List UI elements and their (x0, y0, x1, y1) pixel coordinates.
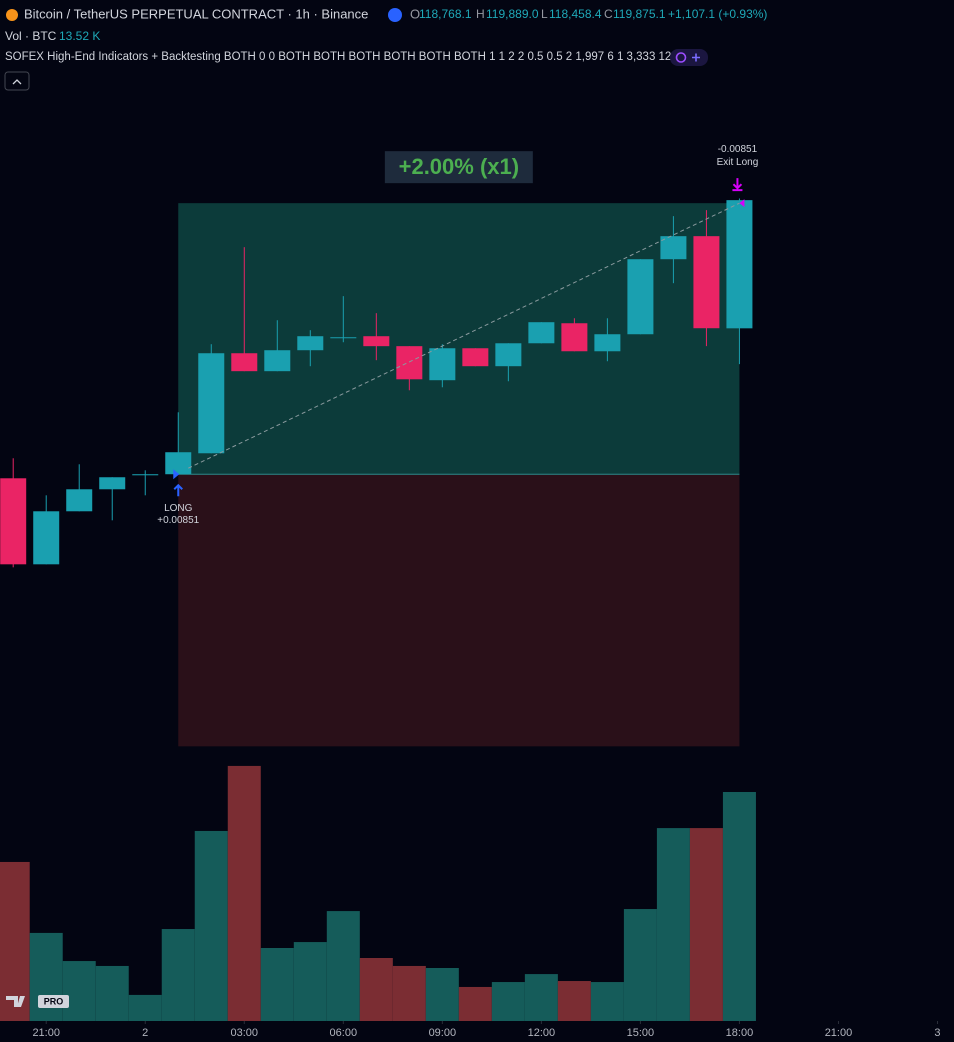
volume-bar (656, 828, 690, 1021)
candle-body (132, 474, 159, 476)
collapse-icon (12, 79, 22, 85)
tv-logo (6, 996, 25, 1007)
ohlc-key: O (410, 6, 420, 21)
refresh-icon[interactable] (675, 52, 687, 63)
volume-value: 13.52 K (59, 29, 100, 43)
x-tick-label: 09:00 (429, 1027, 457, 1039)
ohlc-value: 119,875.1 (613, 7, 666, 21)
x-tick-label: 3 (934, 1027, 940, 1039)
volume-layer (0, 765, 756, 1021)
volume-bar (623, 909, 657, 1021)
candle-body (561, 323, 588, 352)
trade-path (188, 202, 740, 469)
candle-body (165, 452, 192, 475)
candle-body (198, 353, 225, 454)
volume-bar (359, 957, 393, 1021)
volume-bar (326, 911, 360, 1021)
exit-qty: -0.00851 (718, 144, 758, 155)
candle-body (264, 350, 291, 372)
candle-body (429, 348, 456, 381)
volume-bar (161, 929, 195, 1021)
volume-bar (227, 765, 261, 1021)
candle-layer (0, 198, 753, 568)
candle-body (528, 322, 555, 344)
entry-arrow (173, 483, 183, 497)
x-tick-label: 03:00 (231, 1027, 259, 1039)
candle-body (297, 336, 324, 351)
ohlc-key: H (476, 7, 485, 21)
candle-body (495, 343, 522, 367)
volume-bar (425, 967, 459, 1021)
exit-arrow (732, 178, 743, 192)
ohlc-value: 118,458.4 (549, 7, 602, 21)
trade-layer (178, 203, 740, 747)
volume-label: Vol · BTC (5, 29, 57, 43)
ohlc-key: C (604, 7, 613, 21)
volume-bar (95, 965, 129, 1021)
result-box (384, 151, 533, 184)
candle-body (594, 334, 621, 352)
volume-bar (491, 982, 525, 1021)
loss-zone (178, 474, 740, 747)
x-tick-label: 21:00 (825, 1027, 853, 1039)
x-tick-label: 15:00 (627, 1027, 655, 1039)
x-tick-label: 18:00 (726, 1027, 754, 1039)
ohlc-value: 118,768.1 (419, 7, 472, 21)
candle-body (660, 236, 687, 260)
candle-body (231, 353, 258, 372)
candle-body (396, 346, 423, 380)
volume-bar (260, 947, 294, 1021)
collapse-button[interactable] (4, 71, 30, 91)
volume-bar (0, 861, 30, 1021)
entry-label: LONG (164, 503, 193, 514)
indicator-label[interactable]: SOFEX High-End Indicators + Backtesting … (5, 51, 687, 63)
candle-body (330, 337, 357, 339)
volume-bar (722, 792, 756, 1021)
ohlc-key: L (541, 7, 548, 21)
replay-icon[interactable] (388, 8, 402, 22)
x-tick-label: 21:00 (32, 1027, 60, 1039)
volume-bar (392, 965, 426, 1021)
entry-qty: +0.00851 (157, 515, 199, 526)
x-tick-label: 2 (142, 1027, 148, 1039)
volume-bar (458, 986, 492, 1021)
exit-marker (739, 199, 745, 208)
candle-body (627, 259, 654, 335)
volume-bar (590, 982, 624, 1021)
btc-icon (6, 9, 18, 21)
volume-bar (194, 830, 228, 1021)
candle-body (33, 511, 60, 565)
symbol-title[interactable]: Bitcoin / TetherUS PERPETUAL CONTRACT · … (24, 6, 368, 21)
volume-bar (689, 828, 723, 1021)
pro-badge (38, 995, 69, 1008)
volume-bar (524, 974, 558, 1021)
candle-body (726, 200, 753, 329)
candle-body (0, 478, 27, 565)
volume-bar (293, 942, 327, 1021)
x-tick-label: 06:00 (330, 1027, 358, 1039)
pro-label: PRO (44, 996, 64, 1006)
entry-marker (173, 469, 180, 480)
exit-label: Exit Long (717, 157, 759, 168)
change: +1,107.1 (+0.93%) (668, 7, 767, 21)
ohlc-value: 119,889.0 (486, 7, 539, 21)
candle-body (99, 477, 126, 490)
volume-bar (557, 981, 591, 1021)
plus-icon[interactable] (692, 53, 700, 62)
candle-body (363, 336, 390, 347)
x-tick-label: 12:00 (528, 1027, 556, 1039)
candle-body (693, 236, 720, 329)
candle-body (462, 348, 489, 367)
result-label: +2.00% (x1) (399, 154, 519, 179)
volume-bar (128, 994, 162, 1021)
volume-bar (62, 961, 96, 1021)
candle-body (66, 489, 93, 512)
